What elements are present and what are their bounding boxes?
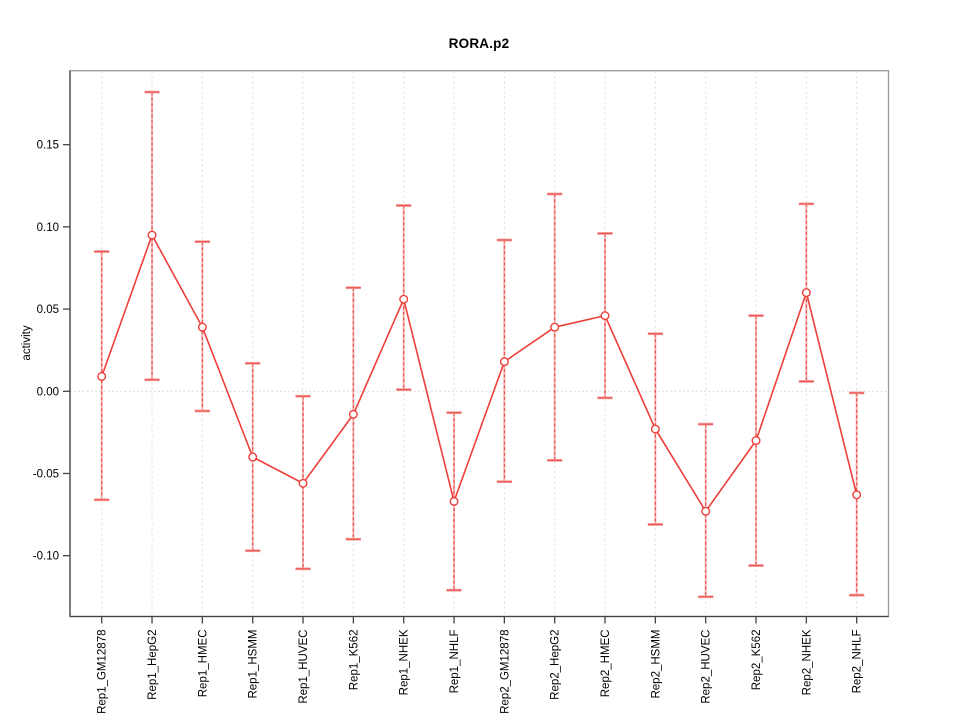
x-tick-label: Rep1_HUVEC: [298, 630, 310, 704]
x-tick-label: Rep1_HMEC: [197, 630, 209, 698]
x-tick-label: Rep1_HepG2: [147, 630, 159, 700]
x-tick-label: Rep1_K562: [348, 630, 360, 691]
x-tick-label: Rep1_NHEK: [399, 629, 411, 695]
data-point-marker: [650, 424, 660, 434]
x-tick-label: Rep2_HUVEC: [701, 630, 713, 704]
y-tick-label: 0.00: [37, 386, 59, 398]
y-tick-label: 0.15: [37, 140, 59, 152]
data-point-marker: [348, 409, 358, 419]
plot-box: [69, 70, 890, 618]
data-point-marker: [147, 230, 157, 240]
x-tick-label: Rep2_NHEK: [801, 629, 813, 695]
y-tick-label: 0.10: [37, 222, 59, 234]
x-tick-label: Rep1_HSMM: [248, 630, 260, 699]
chart-title: RORA.p2: [448, 36, 510, 51]
x-tick-label: Rep2_NHLF: [852, 630, 864, 694]
x-tick-label: Rep1_GM12878: [97, 630, 109, 714]
data-point-marker: [399, 294, 409, 304]
x-tick-label: Rep2_K562: [751, 630, 763, 691]
data-point-marker: [550, 322, 560, 332]
x-tick-label: Rep2_GM12878: [499, 630, 511, 714]
data-point-marker: [600, 311, 610, 321]
data-point-marker: [449, 496, 459, 506]
data-point-marker: [751, 436, 761, 446]
data-point-marker: [852, 490, 862, 500]
x-tick-label: Rep2_HepG2: [550, 630, 562, 700]
series-line: [100, 233, 858, 513]
x-tick-label: Rep1_NHLF: [449, 630, 461, 694]
y-tick-label: 0.05: [37, 304, 59, 316]
y-tick-label: -0.10: [33, 551, 59, 563]
data-point-marker: [248, 452, 258, 462]
x-tick-label: Rep2_HSMM: [650, 630, 662, 699]
y-tick-label: -0.05: [33, 468, 59, 480]
data-point-marker: [801, 288, 811, 298]
x-tick-label: Rep2_HMEC: [600, 630, 612, 698]
data-point-marker: [499, 357, 509, 367]
data-point-marker: [97, 371, 107, 381]
data-point-marker: [298, 478, 308, 488]
data-point-marker: [197, 322, 207, 332]
data-point-marker: [701, 506, 711, 516]
